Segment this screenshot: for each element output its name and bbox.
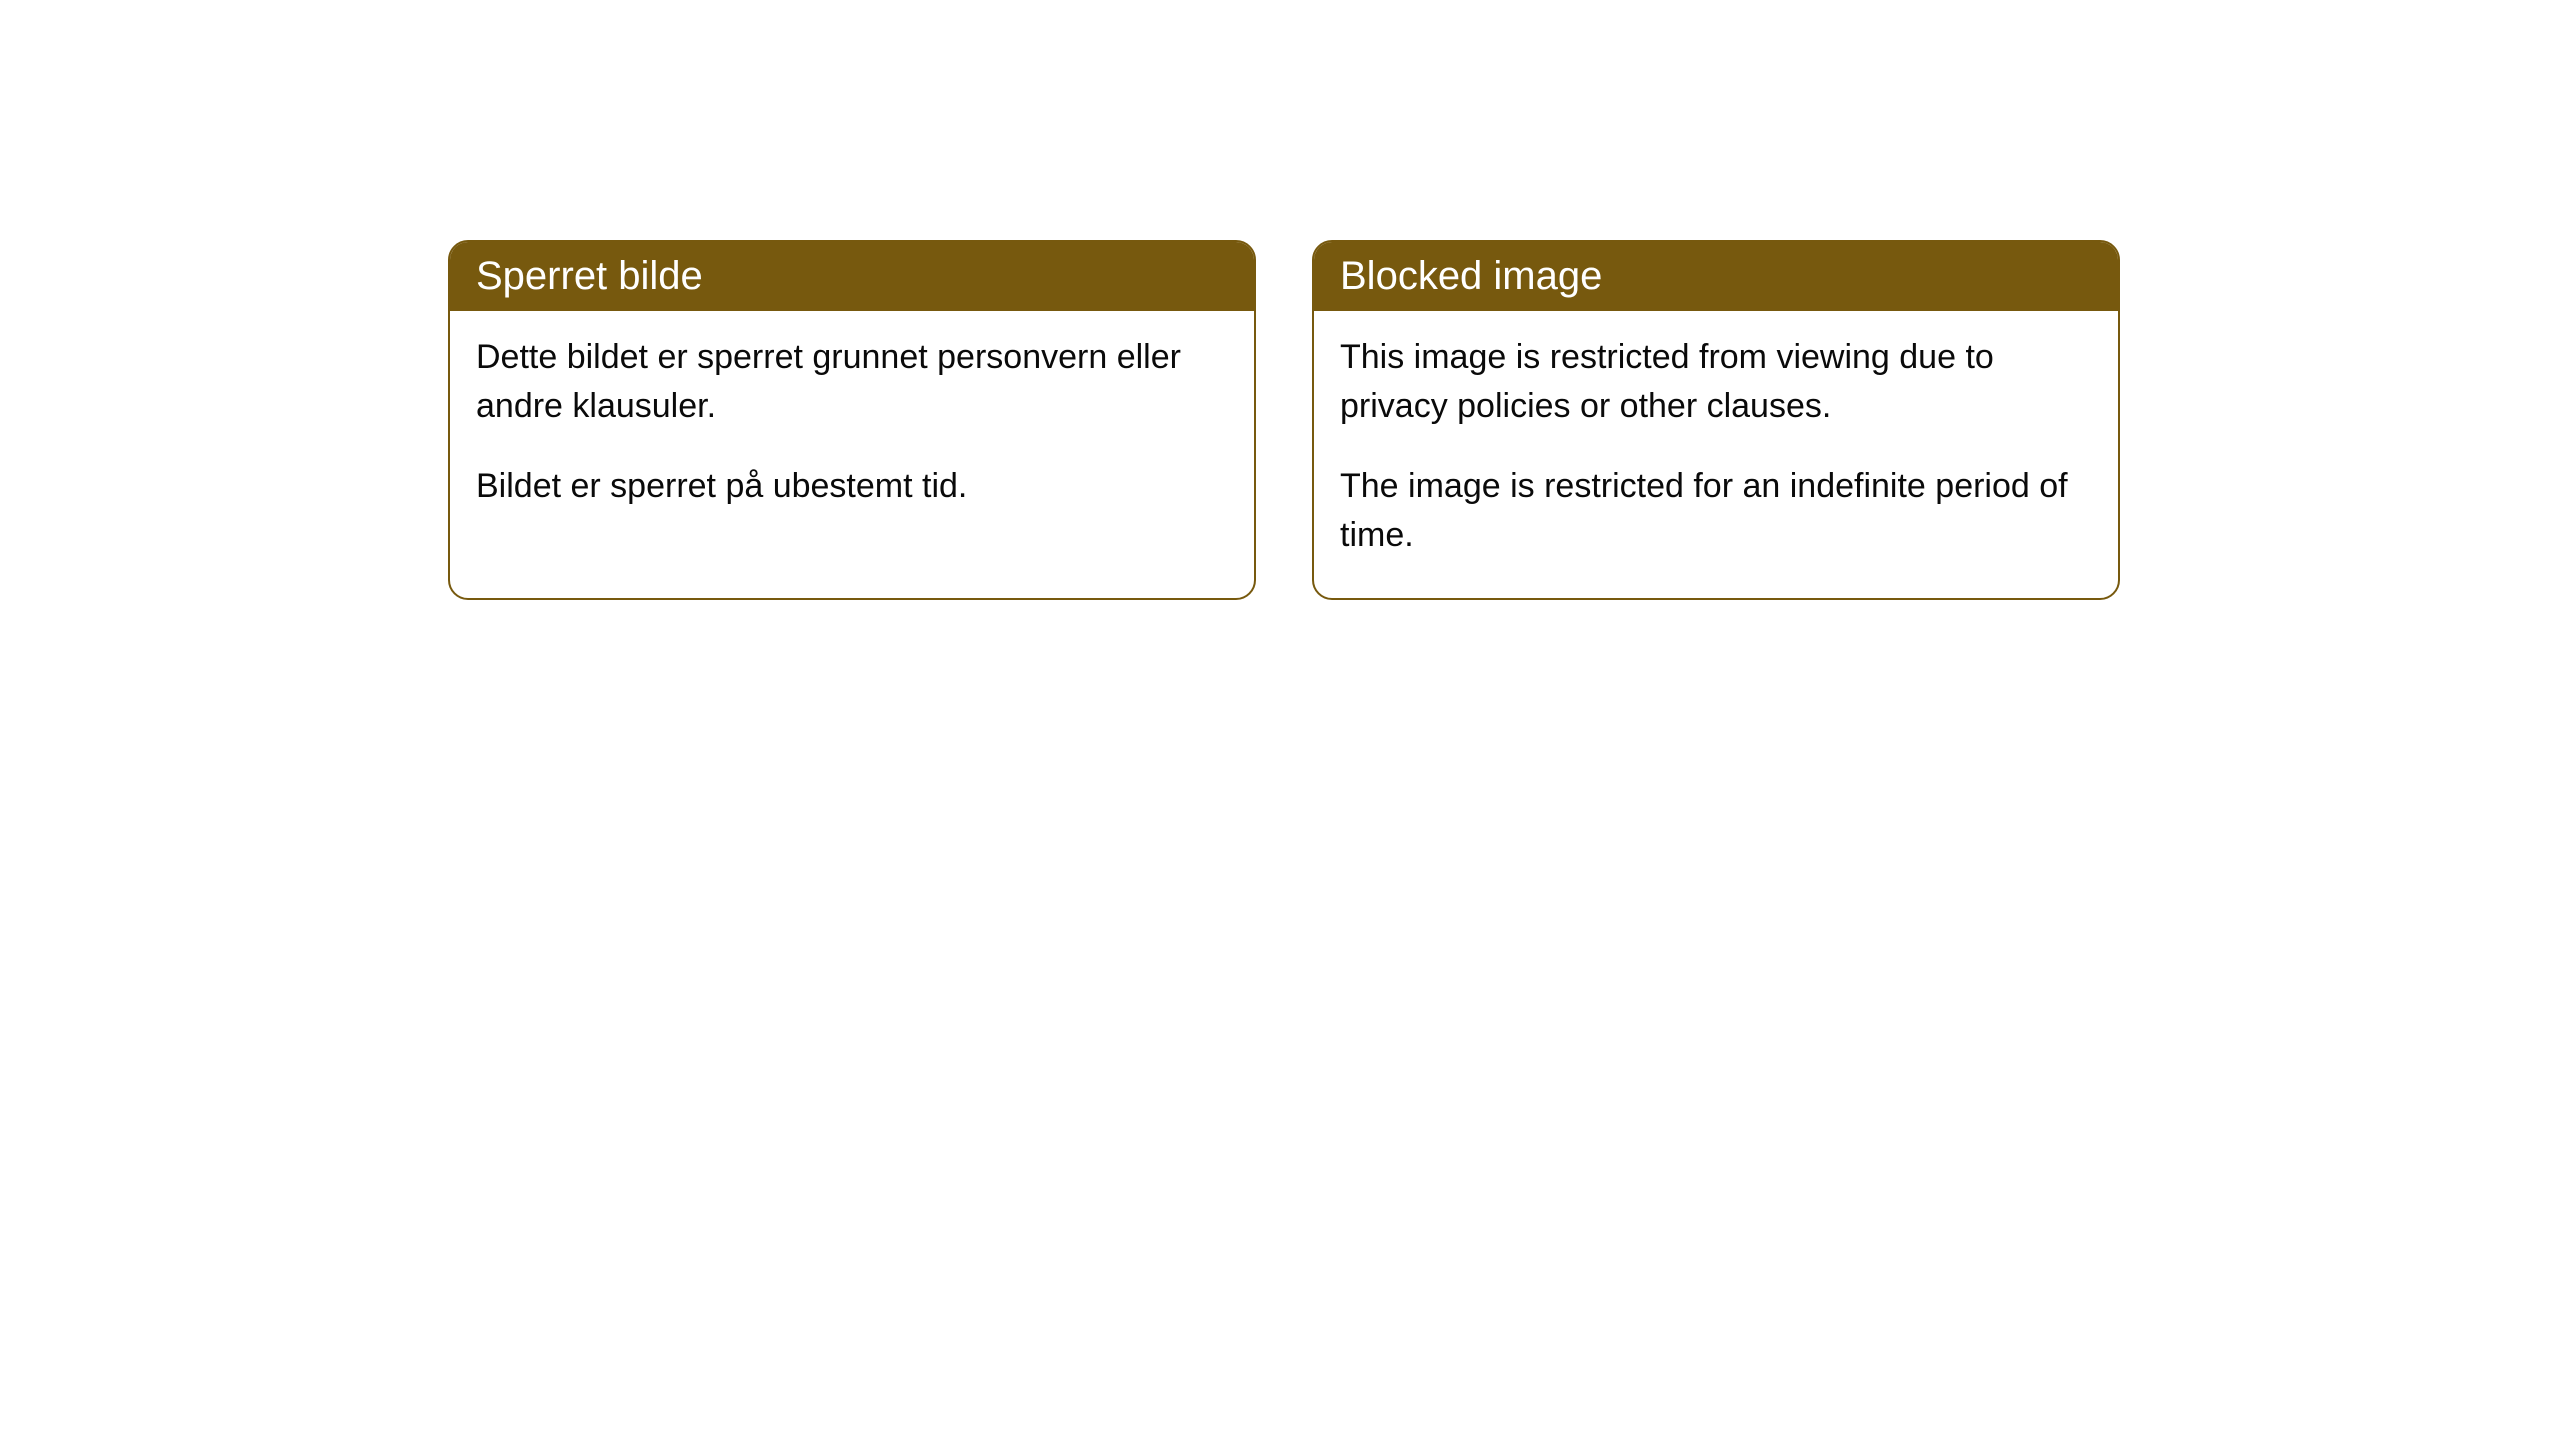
card-paragraph: This image is restricted from viewing du… xyxy=(1340,333,2092,432)
card-header-en: Blocked image xyxy=(1314,242,2118,311)
notice-cards-container: Sperret bilde Dette bildet er sperret gr… xyxy=(448,240,2120,600)
card-paragraph: Bildet er sperret på ubestemt tid. xyxy=(476,462,1228,511)
blocked-image-card-en: Blocked image This image is restricted f… xyxy=(1312,240,2120,600)
card-body-en: This image is restricted from viewing du… xyxy=(1314,311,2118,598)
card-title: Blocked image xyxy=(1340,254,1602,298)
card-title: Sperret bilde xyxy=(476,254,703,298)
card-paragraph: The image is restricted for an indefinit… xyxy=(1340,462,2092,561)
blocked-image-card-no: Sperret bilde Dette bildet er sperret gr… xyxy=(448,240,1256,600)
card-header-no: Sperret bilde xyxy=(450,242,1254,311)
card-paragraph: Dette bildet er sperret grunnet personve… xyxy=(476,333,1228,432)
card-body-no: Dette bildet er sperret grunnet personve… xyxy=(450,311,1254,549)
